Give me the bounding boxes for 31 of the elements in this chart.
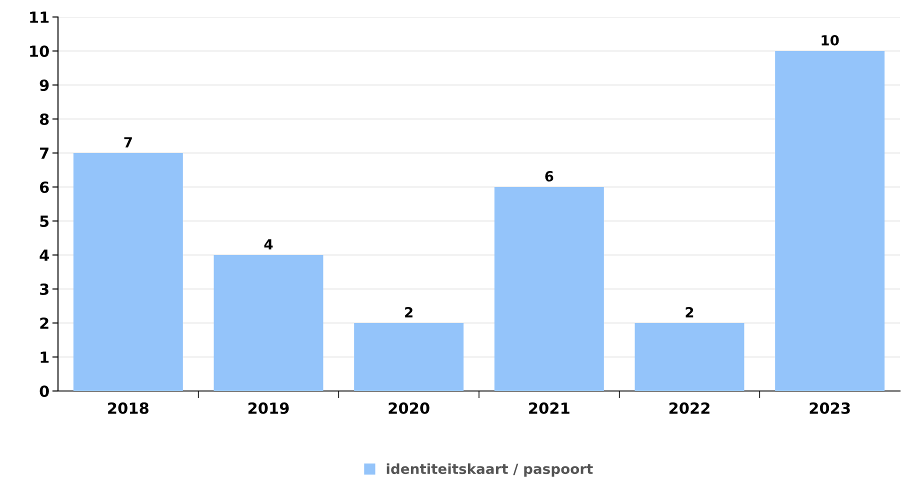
y-tick-label: 7 (40, 148, 48, 159)
bar (494, 187, 604, 391)
y-tick-label: 3 (40, 283, 48, 296)
y-tick-label: 0 (40, 385, 49, 398)
x-tick-label: 2019 (248, 402, 289, 414)
y-tick-label: 5 (40, 216, 49, 228)
bar (775, 51, 885, 391)
data-label: 7 (124, 137, 132, 148)
data-label: 2 (686, 307, 694, 318)
y-tick-label: 10 (30, 45, 49, 58)
y-tick-label: 2 (40, 317, 48, 329)
legend-label: identiteitskaart / paspoort (386, 463, 593, 477)
data-label: 4 (264, 239, 273, 250)
bar (214, 255, 324, 391)
x-tick-label: 2018 (108, 402, 148, 414)
y-tick-label: 1 (40, 352, 49, 363)
y-tick-label: 6 (40, 181, 49, 194)
x-tick-label: 2023 (810, 402, 850, 414)
bar (634, 323, 744, 391)
y-tick-label: 8 (40, 113, 49, 126)
bar (354, 323, 464, 391)
data-label: 6 (545, 171, 554, 182)
y-tick-label: 11 (30, 12, 49, 23)
x-tick-label: 2022 (669, 402, 710, 414)
bar (73, 153, 183, 391)
data-label: 10 (822, 35, 839, 46)
y-tick-label: 4 (40, 250, 49, 261)
x-tick-label: 2020 (388, 402, 430, 414)
x-tick-label: 2021 (529, 402, 570, 414)
data-label: 2 (405, 307, 412, 318)
y-tick-label: 9 (40, 79, 49, 92)
